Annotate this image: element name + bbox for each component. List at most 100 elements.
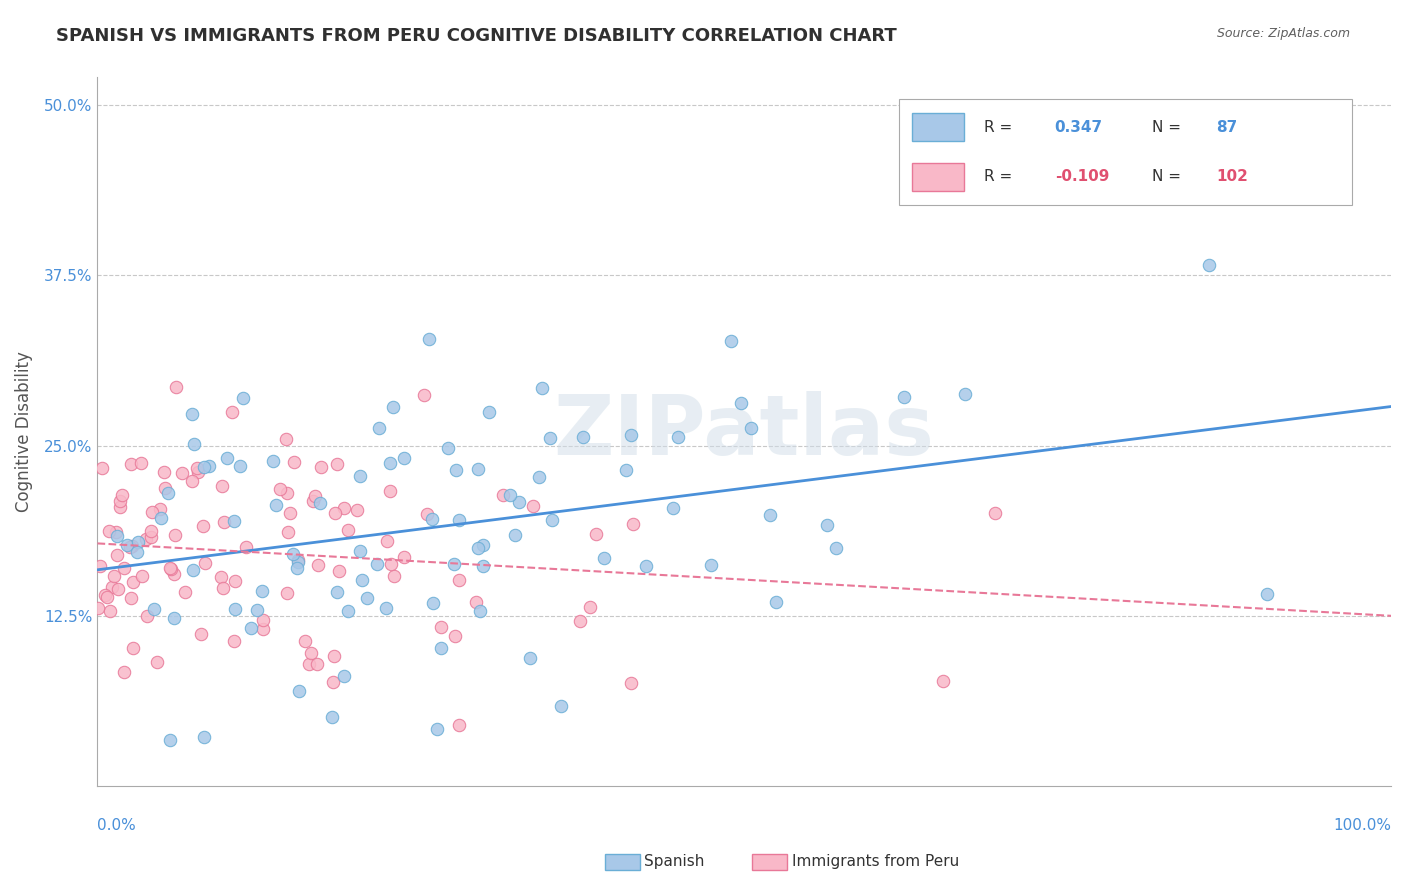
Spanish xyxy=(232,391,254,405)
Immigrants from Peru xyxy=(294,633,316,648)
Immigrants from Peru xyxy=(112,561,135,575)
Spanish xyxy=(326,585,349,599)
Immigrants from Peru xyxy=(121,640,143,655)
Immigrants from Peru xyxy=(252,622,274,636)
Spanish xyxy=(666,430,689,444)
Immigrants from Peru xyxy=(322,674,344,689)
Text: ZIPatlas: ZIPatlas xyxy=(554,392,935,473)
Text: R =: R = xyxy=(984,169,1012,185)
Immigrants from Peru xyxy=(135,532,157,546)
Spanish xyxy=(759,508,782,523)
Immigrants from Peru xyxy=(222,634,245,648)
Immigrants from Peru xyxy=(114,665,136,679)
Immigrants from Peru xyxy=(346,502,368,516)
Text: 87: 87 xyxy=(1216,120,1237,135)
Spanish xyxy=(366,557,388,571)
Immigrants from Peru xyxy=(311,460,333,475)
Spanish xyxy=(215,450,238,465)
Spanish xyxy=(250,583,273,598)
Text: N =: N = xyxy=(1152,169,1181,185)
FancyBboxPatch shape xyxy=(900,99,1353,205)
Immigrants from Peru xyxy=(984,506,1007,520)
Spanish xyxy=(471,558,494,573)
Immigrants from Peru xyxy=(337,523,360,537)
Immigrants from Peru xyxy=(287,553,309,567)
Spanish xyxy=(356,591,378,606)
Spanish xyxy=(375,601,398,615)
Immigrants from Peru xyxy=(277,525,299,540)
Spanish xyxy=(478,405,501,419)
Spanish xyxy=(163,611,186,625)
Immigrants from Peru xyxy=(305,657,328,671)
Immigrants from Peru xyxy=(283,455,305,469)
Immigrants from Peru xyxy=(375,533,398,548)
Immigrants from Peru xyxy=(97,524,120,539)
Immigrants from Peru xyxy=(413,388,436,402)
Immigrants from Peru xyxy=(429,619,451,633)
Immigrants from Peru xyxy=(153,465,176,479)
Immigrants from Peru xyxy=(380,558,402,572)
Spanish xyxy=(529,470,551,484)
Spanish xyxy=(467,462,489,476)
Spanish xyxy=(824,541,846,555)
Spanish xyxy=(382,401,405,415)
Immigrants from Peru xyxy=(302,494,325,508)
Spanish xyxy=(508,495,530,509)
Spanish xyxy=(740,420,762,434)
Immigrants from Peru xyxy=(443,628,465,642)
Spanish xyxy=(193,730,215,744)
Spanish xyxy=(349,469,371,483)
Immigrants from Peru xyxy=(212,516,235,530)
Immigrants from Peru xyxy=(107,549,129,563)
Immigrants from Peru xyxy=(278,506,301,520)
Spanish xyxy=(530,380,553,394)
Immigrants from Peru xyxy=(165,380,187,394)
Text: R =: R = xyxy=(984,120,1012,135)
Spanish xyxy=(245,603,267,617)
Spanish xyxy=(183,437,205,451)
Spanish xyxy=(436,441,458,455)
Immigrants from Peru xyxy=(464,594,486,608)
Spanish xyxy=(352,573,374,587)
Spanish xyxy=(115,538,138,552)
Immigrants from Peru xyxy=(522,499,544,513)
Immigrants from Peru xyxy=(107,582,129,596)
Spanish xyxy=(222,514,245,528)
Immigrants from Peru xyxy=(181,474,204,488)
Immigrants from Peru xyxy=(89,558,111,573)
Text: 102: 102 xyxy=(1216,169,1249,185)
Immigrants from Peru xyxy=(159,561,181,575)
Spanish xyxy=(499,488,522,502)
Immigrants from Peru xyxy=(298,657,321,671)
Text: Spanish: Spanish xyxy=(644,855,704,869)
Spanish xyxy=(262,454,284,468)
Immigrants from Peru xyxy=(187,466,209,480)
Immigrants from Peru xyxy=(328,564,350,578)
Text: 0.0%: 0.0% xyxy=(97,818,136,833)
Immigrants from Peru xyxy=(416,507,439,521)
Immigrants from Peru xyxy=(212,581,235,595)
Immigrants from Peru xyxy=(101,580,124,594)
Immigrants from Peru xyxy=(621,517,644,532)
Immigrants from Peru xyxy=(163,528,186,542)
Immigrants from Peru xyxy=(93,588,115,602)
Spanish xyxy=(224,602,246,616)
Spanish xyxy=(1198,258,1220,272)
Spanish xyxy=(449,513,471,527)
Spanish xyxy=(700,558,723,572)
Spanish xyxy=(467,541,489,555)
Spanish xyxy=(283,547,305,561)
Spanish xyxy=(572,430,595,444)
Immigrants from Peru xyxy=(211,478,233,492)
Immigrants from Peru xyxy=(173,584,195,599)
Immigrants from Peru xyxy=(121,539,143,553)
Immigrants from Peru xyxy=(108,500,131,514)
Immigrants from Peru xyxy=(170,466,193,480)
Spanish xyxy=(662,501,685,516)
Spanish xyxy=(472,538,495,552)
Text: 0.347: 0.347 xyxy=(1054,120,1102,135)
Text: Source: ZipAtlas.com: Source: ZipAtlas.com xyxy=(1216,27,1350,40)
Spanish xyxy=(105,529,128,543)
Immigrants from Peru xyxy=(585,527,607,541)
Spanish xyxy=(321,710,343,724)
